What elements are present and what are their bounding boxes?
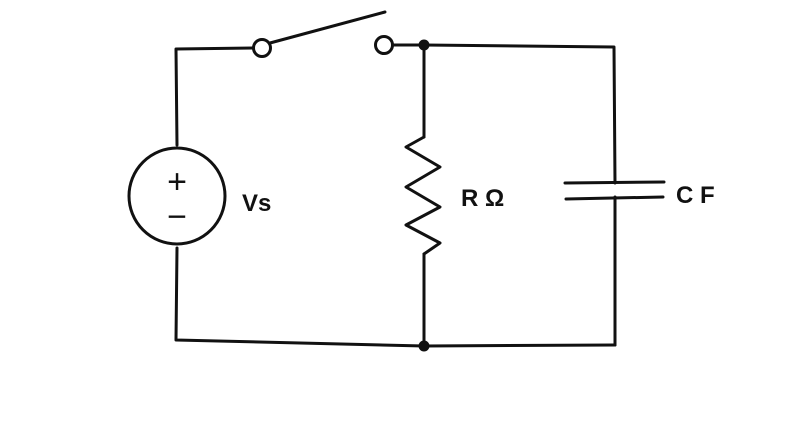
voltage-source-circle: [127, 146, 227, 246]
wire-bottom: [174, 246, 617, 348]
junction-top: [418, 39, 430, 51]
source-plus-sign: +: [167, 163, 187, 201]
resistor-label: R Ω: [461, 185, 504, 212]
source-minus-sign: −: [167, 198, 187, 236]
wire-top-left: [174, 46, 255, 147]
capacitor-label: C F: [676, 182, 715, 209]
wire-top-right: [391, 43, 617, 185]
capacitor-plate-top: [563, 180, 666, 185]
resistor-zigzag: [404, 135, 442, 256]
source-label: Vs: [242, 190, 271, 217]
switch: [252, 10, 394, 58]
junction-bottom: [418, 340, 430, 352]
switch-right-terminal: [374, 35, 394, 55]
switch-blade: [268, 10, 387, 45]
switch-left-terminal: [252, 38, 272, 58]
